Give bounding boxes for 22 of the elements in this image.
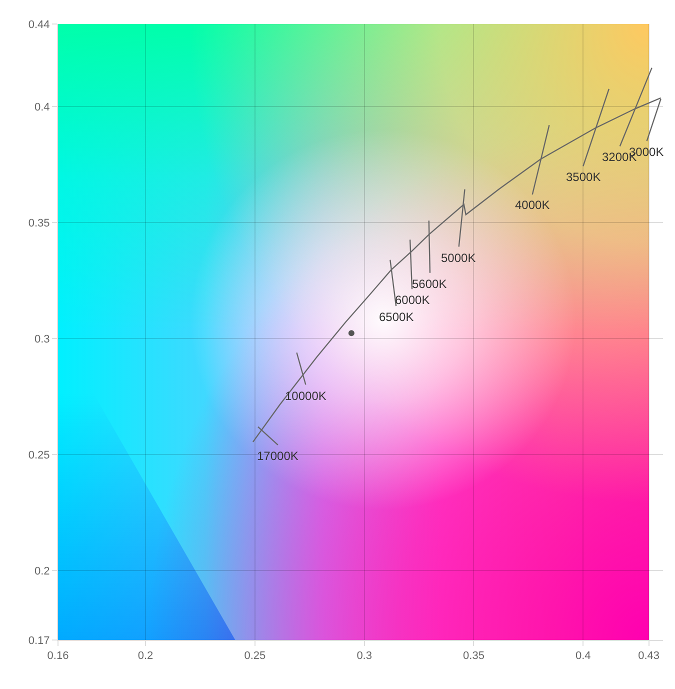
x-tick-label: 0.25 bbox=[244, 650, 266, 662]
annotation: 6500K bbox=[379, 310, 414, 324]
annotation: 10000K bbox=[285, 389, 326, 403]
annotation: 3500K bbox=[566, 170, 601, 184]
y-tick-label: 0.44 bbox=[28, 18, 50, 31]
annotation: 5600K bbox=[412, 277, 447, 291]
x-tick-label: 0.3 bbox=[356, 650, 372, 662]
annotation: 4000K bbox=[515, 198, 550, 212]
y-tick-label: 0.4 bbox=[34, 101, 50, 114]
y-tick-label: 0.17 bbox=[28, 634, 50, 647]
y-tick-label: 0.35 bbox=[28, 217, 50, 230]
annotation: 6000K bbox=[395, 293, 430, 307]
x-tick-label: 0.2 bbox=[138, 650, 154, 662]
x-tick-label: 0.4 bbox=[575, 650, 591, 662]
y-tick-label: 0.25 bbox=[28, 449, 50, 462]
y-tick-label: 0.2 bbox=[34, 565, 50, 578]
x-tick-label: 0.43 bbox=[638, 650, 660, 662]
annotation: 17000K bbox=[257, 449, 298, 463]
x-tick-label: 0.35 bbox=[463, 650, 484, 662]
x-tick-label: 0.16 bbox=[47, 650, 69, 662]
y-tick-label: 0.3 bbox=[34, 333, 50, 346]
annotation: 5000K bbox=[441, 251, 476, 265]
